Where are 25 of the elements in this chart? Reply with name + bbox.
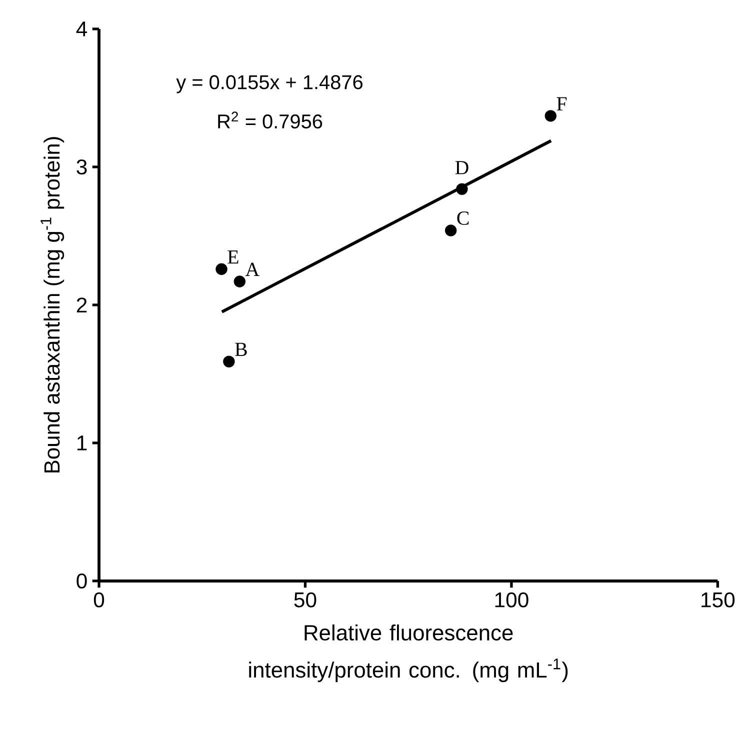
- y-tick-label: 2: [76, 298, 87, 312]
- x-tick-label: 150: [702, 592, 735, 608]
- y-tick-label: 0: [76, 573, 87, 589]
- point: [456, 183, 468, 195]
- annotation: R$^{2}$ = 0.7956: [218, 112, 322, 128]
- y-tick-label: 3: [76, 159, 87, 175]
- annotation: F: [556, 97, 567, 110]
- point: [544, 110, 556, 122]
- x-tick-label: 0: [94, 592, 104, 608]
- x-tick-label: 50: [294, 592, 316, 608]
- x-axis-title: Relative fluorescence intensity/protein conc. (mg mL$^{-1}$): [249, 624, 568, 682]
- y-tick-label: 4: [76, 22, 88, 36]
- point: [234, 276, 246, 288]
- annotation: E: [228, 250, 238, 264]
- annotation: C: [457, 212, 469, 225]
- y-axis-title: Bound astaxanthin (mg g$^{-1}$ protein): [40, 137, 64, 472]
- point: [444, 224, 457, 236]
- y-tick-label: 1: [77, 436, 87, 450]
- point: [223, 356, 235, 368]
- annotation: D: [455, 161, 468, 174]
- x-tick-label: 100: [495, 592, 528, 608]
- annotation: y = 0.0155x + 1.4876: [176, 75, 362, 94]
- annotation: B: [235, 342, 247, 356]
- point: [216, 263, 228, 275]
- annotation: A: [245, 262, 260, 276]
